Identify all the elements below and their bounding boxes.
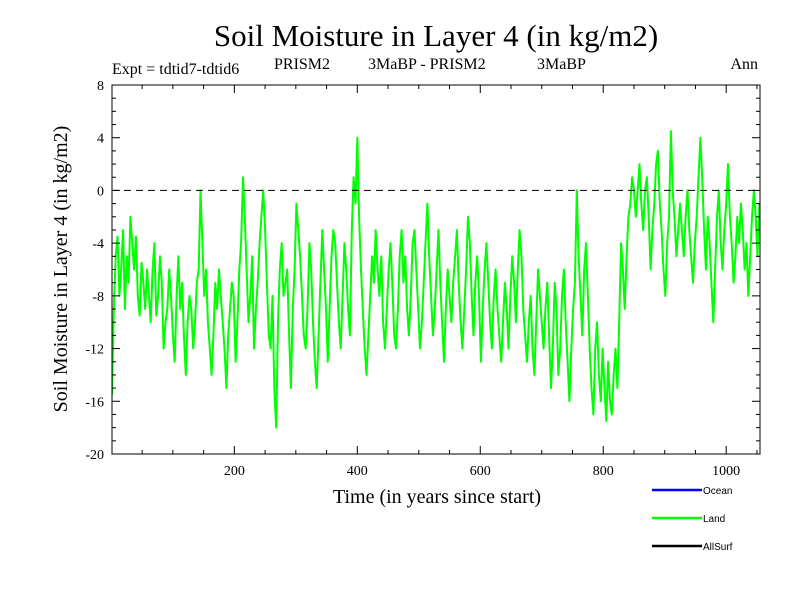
chart-title: Soil Moisture in Layer 4 (in kg/m2) bbox=[214, 18, 658, 53]
x-tick-label: 1000 bbox=[712, 464, 740, 479]
series-line-land bbox=[112, 130, 760, 429]
y-tick-label: 0 bbox=[97, 184, 104, 199]
expt-label: Expt = tdtid7-tdtid6 bbox=[112, 61, 239, 78]
axis-ticks bbox=[112, 84, 760, 455]
legend-label-land: Land bbox=[703, 514, 725, 525]
x-tick-label: 800 bbox=[593, 464, 614, 479]
x-tick-label: 400 bbox=[347, 464, 368, 479]
x-axis-title: Time (in years since start) bbox=[333, 486, 541, 508]
legend-label-ocean: Ocean bbox=[703, 486, 732, 497]
right-run-label: 3MaBP bbox=[537, 56, 586, 73]
x-tick-label: 600 bbox=[470, 464, 491, 479]
y-tick-label: -8 bbox=[92, 290, 104, 305]
y-tick-label: 8 bbox=[97, 79, 104, 94]
left-run-label: PRISM2 bbox=[274, 56, 330, 73]
x-tick-label: 200 bbox=[224, 464, 245, 479]
y-tick-label: -12 bbox=[85, 343, 104, 358]
y-tick-label: 4 bbox=[97, 132, 104, 147]
plot-frame bbox=[111, 84, 761, 455]
y-tick-labels: 8 4 0 -4 -8 -12 -16 -20 bbox=[85, 79, 104, 463]
legend-label-allsurf: AllSurf bbox=[703, 542, 733, 553]
series-layer bbox=[112, 130, 760, 429]
y-tick-label: -4 bbox=[92, 237, 104, 252]
x-tick-labels: 200 400 600 800 1000 bbox=[224, 464, 740, 479]
season-label: Ann bbox=[730, 56, 758, 73]
y-tick-label: -16 bbox=[85, 395, 104, 410]
y-axis-title: Soil Moisture in Layer 4 (in kg/m2) bbox=[50, 126, 72, 413]
diff-label: 3MaBP - PRISM2 bbox=[368, 56, 486, 73]
legend: Ocean Land AllSurf bbox=[652, 486, 733, 553]
y-tick-label: -20 bbox=[85, 448, 104, 463]
